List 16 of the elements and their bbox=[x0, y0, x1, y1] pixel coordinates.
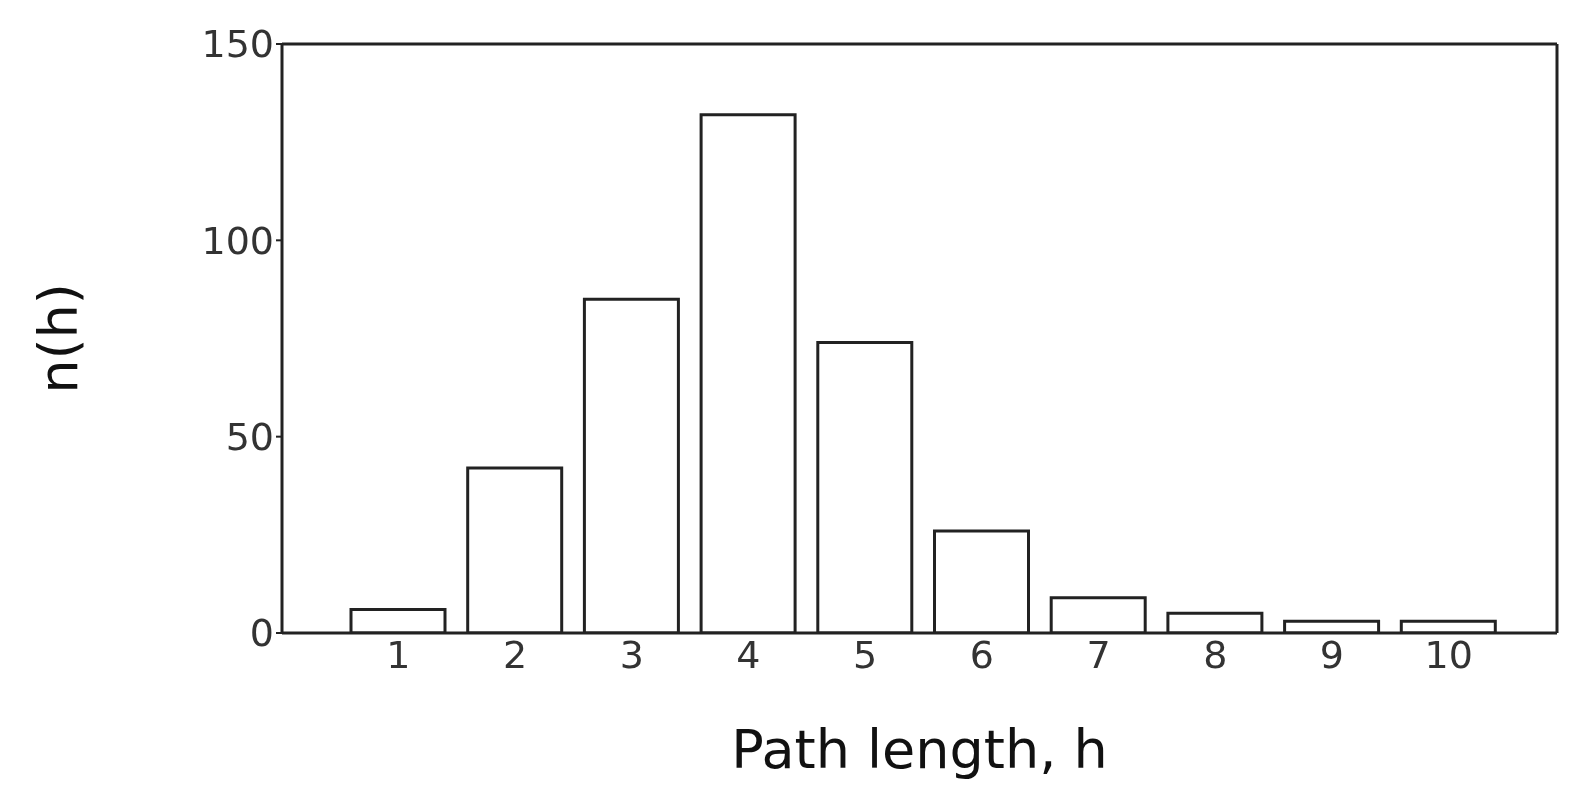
y-axis-title: n(h) bbox=[27, 283, 91, 394]
x-tick-label: 5 bbox=[853, 632, 878, 677]
x-tick-label: 10 bbox=[1424, 632, 1473, 677]
x-tick-label: 2 bbox=[502, 632, 528, 677]
x-tick-label: 1 bbox=[386, 632, 411, 677]
x-tick-label: 6 bbox=[969, 632, 994, 677]
y-tick-label: 50 bbox=[225, 415, 274, 460]
x-tick-label: 8 bbox=[1203, 632, 1228, 677]
x-tick-label: 7 bbox=[1086, 632, 1111, 677]
x-tick-label: 9 bbox=[1319, 632, 1345, 677]
y-tick-label: 150 bbox=[201, 22, 274, 67]
x-tick-label: 4 bbox=[736, 632, 761, 677]
y-tick-label: 0 bbox=[249, 611, 274, 656]
x-tick-label: 3 bbox=[619, 632, 644, 677]
x-axis-title: Path length, h bbox=[731, 718, 1108, 781]
y-tick-label: 100 bbox=[201, 218, 274, 263]
